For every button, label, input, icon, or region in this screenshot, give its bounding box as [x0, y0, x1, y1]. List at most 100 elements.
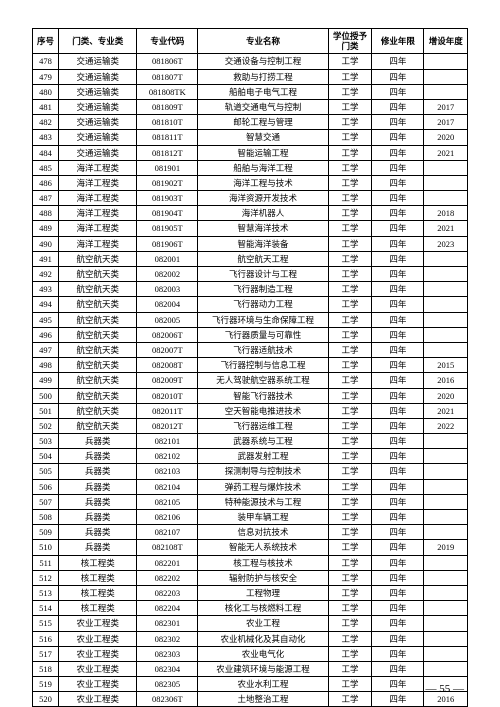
cell-year	[424, 616, 468, 631]
cell-dur: 四年	[372, 585, 424, 600]
cell-idx: 490	[33, 236, 59, 251]
table-row: 505兵器类082103探测制导与控制技术工学四年	[33, 464, 468, 479]
cell-cat: 交通运输类	[59, 145, 137, 160]
table-header: 序号 门类、专业类 专业代码 专业名称 学位授予门类 修业年限 增设年度	[33, 29, 468, 54]
cell-idx: 480	[33, 84, 59, 99]
cell-deg: 工学	[328, 388, 372, 403]
table-row: 489海洋工程类081905T智慧海洋技术工学四年2021	[33, 221, 468, 236]
cell-year	[424, 464, 468, 479]
cell-cat: 航空航天类	[59, 297, 137, 312]
cell-idx: 487	[33, 191, 59, 206]
cell-dur: 四年	[372, 99, 424, 114]
cell-name: 智慧交通	[198, 130, 329, 145]
cell-cat: 兵器类	[59, 479, 137, 494]
cell-cat: 海洋工程类	[59, 175, 137, 190]
cell-name: 工程物理	[198, 585, 329, 600]
cell-cat: 兵器类	[59, 434, 137, 449]
cell-year: 2020	[424, 388, 468, 403]
cell-deg: 工学	[328, 282, 372, 297]
cell-dur: 四年	[372, 464, 424, 479]
table-row: 514核工程类082204核化工与核燃料工程工学四年	[33, 601, 468, 616]
table-row: 500航空航天类082010T智能飞行器技术工学四年2020	[33, 388, 468, 403]
cell-deg: 工学	[328, 616, 372, 631]
cell-dur: 四年	[372, 206, 424, 221]
cell-idx: 503	[33, 434, 59, 449]
cell-year	[424, 175, 468, 190]
cell-name: 飞行器控制与信息工程	[198, 358, 329, 373]
cell-deg: 工学	[328, 206, 372, 221]
cell-year	[424, 69, 468, 84]
cell-name: 农业建筑环境与能源工程	[198, 661, 329, 676]
cell-idx: 516	[33, 631, 59, 646]
cell-year	[424, 661, 468, 676]
cell-name: 船舶与海洋工程	[198, 160, 329, 175]
cell-deg: 工学	[328, 570, 372, 585]
table-row: 486海洋工程类081902T海洋工程与技术工学四年	[33, 175, 468, 190]
cell-name: 农业水利工程	[198, 677, 329, 692]
cell-dur: 四年	[372, 145, 424, 160]
cell-dur: 四年	[372, 267, 424, 282]
cell-deg: 工学	[328, 358, 372, 373]
table-row: 503兵器类082101武器系统与工程工学四年	[33, 434, 468, 449]
cell-deg: 工学	[328, 69, 372, 84]
cell-idx: 500	[33, 388, 59, 403]
cell-idx: 510	[33, 540, 59, 555]
cell-deg: 工学	[328, 494, 372, 509]
cell-name: 海洋资源开发技术	[198, 191, 329, 206]
cell-name: 轨道交通电气与控制	[198, 99, 329, 114]
cell-code: 082003	[137, 282, 198, 297]
cell-cat: 农业工程类	[59, 661, 137, 676]
cell-code: 081903T	[137, 191, 198, 206]
cell-dur: 四年	[372, 130, 424, 145]
cell-code: 081905T	[137, 221, 198, 236]
cell-idx: 486	[33, 175, 59, 190]
table-row: 519农业工程类082305农业水利工程工学四年	[33, 677, 468, 692]
cell-dur: 四年	[372, 312, 424, 327]
cell-cat: 交通运输类	[59, 115, 137, 130]
cell-name: 智能运输工程	[198, 145, 329, 160]
cell-cat: 交通运输类	[59, 69, 137, 84]
cell-name: 装甲车辆工程	[198, 510, 329, 525]
cell-deg: 工学	[328, 84, 372, 99]
cell-idx: 506	[33, 479, 59, 494]
cell-year	[424, 434, 468, 449]
cell-dur: 四年	[372, 479, 424, 494]
cell-deg: 工学	[328, 312, 372, 327]
cell-name: 智慧海洋技术	[198, 221, 329, 236]
cell-code: 082107	[137, 525, 198, 540]
cell-cat: 航空航天类	[59, 327, 137, 342]
cell-idx: 514	[33, 601, 59, 616]
cell-idx: 493	[33, 282, 59, 297]
cell-cat: 航空航天类	[59, 373, 137, 388]
page-number: — 55 —	[426, 683, 465, 695]
cell-year: 2017	[424, 115, 468, 130]
cell-code: 082005	[137, 312, 198, 327]
cell-year	[424, 312, 468, 327]
cell-year: 2021	[424, 221, 468, 236]
cell-year	[424, 479, 468, 494]
cell-year: 2020	[424, 130, 468, 145]
table-row: 490海洋工程类081906T智能海洋装备工学四年2023	[33, 236, 468, 251]
cell-code: 082102	[137, 449, 198, 464]
th-code: 专业代码	[137, 29, 198, 54]
cell-name: 海洋机器人	[198, 206, 329, 221]
cell-idx: 517	[33, 646, 59, 661]
cell-year: 2021	[424, 403, 468, 418]
cell-year	[424, 570, 468, 585]
cell-code: 082303	[137, 646, 198, 661]
cell-year	[424, 510, 468, 525]
cell-cat: 海洋工程类	[59, 191, 137, 206]
cell-year: 2017	[424, 99, 468, 114]
cell-name: 农业工程	[198, 616, 329, 631]
cell-deg: 工学	[328, 115, 372, 130]
cell-dur: 四年	[372, 646, 424, 661]
page-container: 序号 门类、专业类 专业代码 专业名称 学位授予门类 修业年限 增设年度 478…	[0, 0, 500, 707]
cell-idx: 508	[33, 510, 59, 525]
cell-dur: 四年	[372, 631, 424, 646]
cell-dur: 四年	[372, 388, 424, 403]
cell-dur: 四年	[372, 525, 424, 540]
cell-dur: 四年	[372, 221, 424, 236]
cell-deg: 工学	[328, 646, 372, 661]
cell-dur: 四年	[372, 677, 424, 692]
cell-deg: 工学	[328, 175, 372, 190]
